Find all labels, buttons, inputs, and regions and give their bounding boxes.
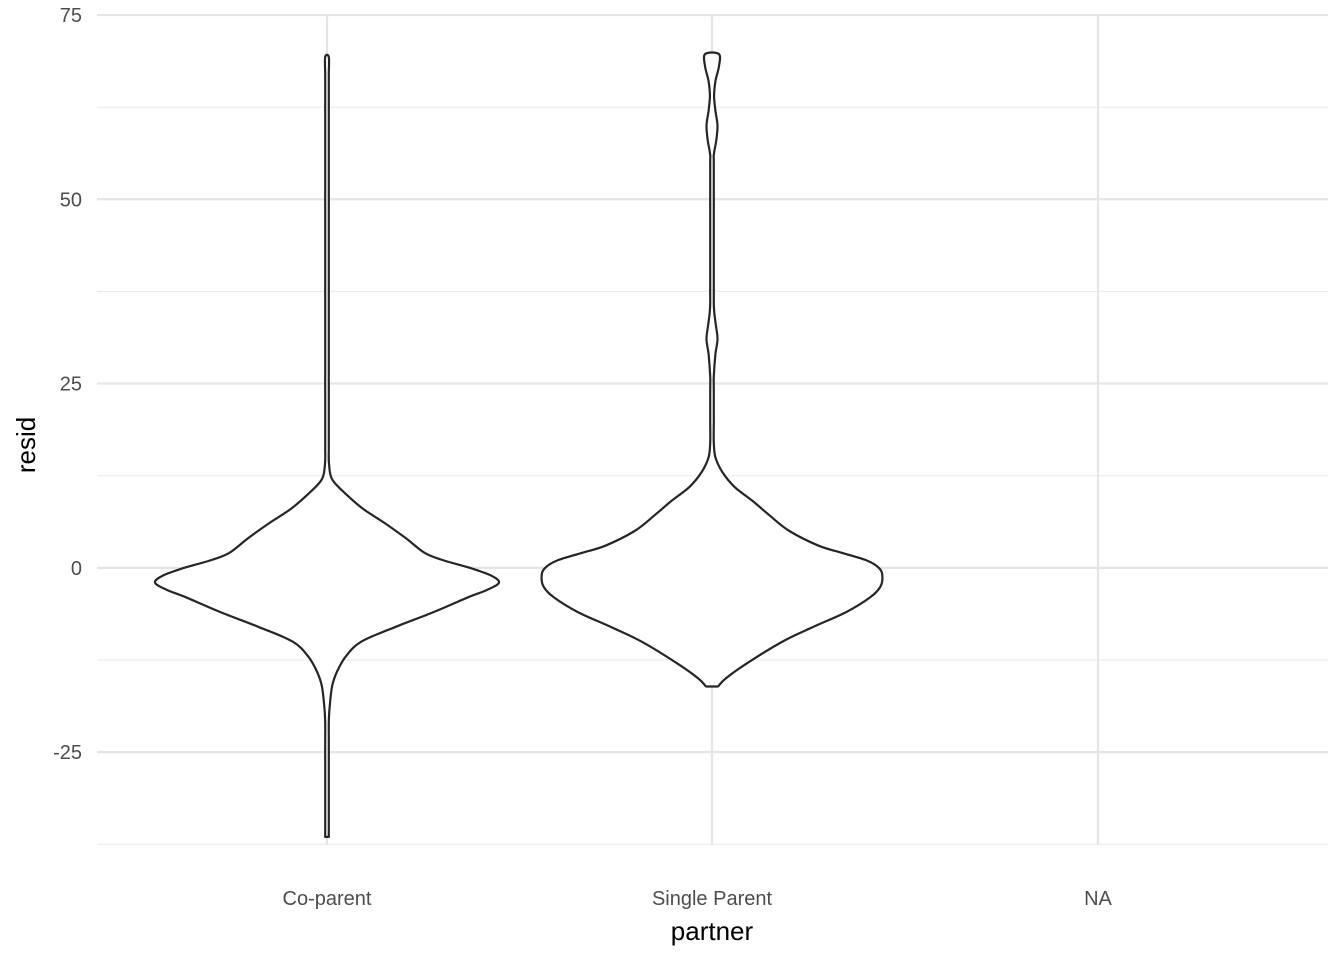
x-tick-label: NA: [1084, 888, 1112, 910]
x-axis-title: partner: [671, 916, 754, 946]
y-tick-label: 50: [60, 189, 82, 211]
y-axis-title: resid: [11, 417, 41, 473]
violin-single-parent: [540, 51, 884, 688]
x-tick-label: Single Parent: [652, 888, 773, 910]
y-tick-label: 75: [60, 5, 82, 27]
y-tick-label: -25: [53, 742, 82, 764]
y-tick-label: 0: [71, 558, 82, 580]
y-tick-label: 25: [60, 374, 82, 396]
violins: [153, 51, 884, 838]
y-axis-tick-labels: -25 0 25 50 75: [53, 5, 82, 764]
x-tick-label: Co-parent: [283, 888, 372, 910]
x-axis-tick-labels: Co-parent Single Parent NA: [283, 888, 1113, 910]
violin-co-parent: [153, 53, 501, 838]
